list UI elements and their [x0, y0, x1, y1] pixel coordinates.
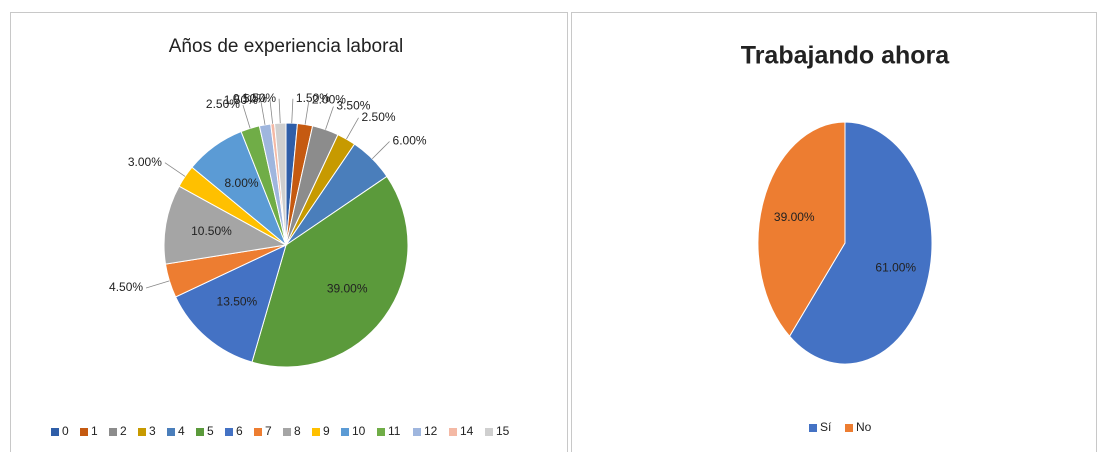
- pie-slice: [788, 121, 933, 365]
- pie-slice: [251, 175, 409, 368]
- legend-swatch: [254, 428, 262, 436]
- legend-swatch: [341, 428, 349, 436]
- legend-label: 2: [120, 424, 127, 438]
- pie-slice: [163, 185, 288, 265]
- leader-line: [371, 141, 390, 160]
- data-label: 3.50%: [336, 99, 370, 113]
- legend-label: 15: [496, 424, 510, 438]
- data-label: 2.50%: [362, 110, 396, 124]
- legend-label: 1: [91, 424, 98, 438]
- data-label: 1.50%: [224, 93, 258, 107]
- legend-label: 0: [62, 424, 69, 438]
- leader-line: [242, 104, 251, 129]
- legend-swatch: [109, 428, 117, 436]
- data-label: 2.50%: [206, 97, 240, 111]
- legend-swatch: [809, 424, 817, 432]
- legend-swatch: [845, 424, 853, 432]
- legend-swatch: [167, 428, 175, 436]
- legend-label: 11: [388, 424, 401, 438]
- legend-label: 12: [424, 424, 438, 438]
- chart-title: Años de experiencia laboral: [169, 36, 404, 57]
- legend-label: 6: [236, 424, 243, 438]
- legend-label: 7: [265, 424, 272, 438]
- data-label: 4.50%: [109, 280, 143, 294]
- legend-swatch: [196, 428, 204, 436]
- leader-line: [346, 117, 359, 140]
- legend-label: 10: [352, 424, 366, 438]
- data-label: 61.00%: [875, 261, 916, 275]
- data-label: 6.00%: [393, 134, 427, 148]
- legend-label: 14: [460, 424, 474, 438]
- leader-line: [304, 100, 310, 125]
- legend-swatch: [449, 428, 457, 436]
- legend-label: No: [856, 420, 872, 434]
- pie-slice: [757, 121, 846, 338]
- legend-swatch: [377, 428, 385, 436]
- legend-swatch: [51, 428, 59, 436]
- data-label: 39.00%: [774, 210, 815, 224]
- pie-slice: [174, 244, 287, 363]
- leader-line: [260, 100, 266, 125]
- legend-swatch: [485, 428, 493, 436]
- data-label: 2.00%: [312, 93, 346, 107]
- legend-label: 4: [178, 424, 185, 438]
- legend-swatch: [225, 428, 233, 436]
- data-label: 1.50%: [296, 91, 330, 105]
- leader-line: [325, 106, 334, 130]
- leader-line: [278, 98, 281, 124]
- leader-line: [164, 162, 186, 177]
- leader-line: [145, 280, 170, 289]
- chart-title: Trabajando ahora: [741, 42, 950, 70]
- legend-label: Sí: [820, 420, 832, 434]
- legend-swatch: [312, 428, 320, 436]
- data-label: 10.50%: [191, 224, 232, 238]
- legend-label: 8: [294, 424, 301, 438]
- leader-line: [269, 99, 274, 124]
- legend-swatch: [413, 428, 421, 436]
- legend-swatch: [138, 428, 146, 436]
- data-label: 8.00%: [225, 176, 259, 190]
- data-label: 1.50%: [242, 91, 276, 105]
- legend-label: 5: [207, 424, 214, 438]
- data-label: 0.50%: [233, 92, 267, 106]
- legend-label: 9: [323, 424, 330, 438]
- data-label: 39.00%: [327, 282, 368, 296]
- legend-label: 3: [149, 424, 156, 438]
- leader-line: [291, 98, 294, 124]
- legend-swatch: [283, 428, 291, 436]
- legend-swatch: [80, 428, 88, 436]
- data-label: 3.00%: [128, 155, 162, 169]
- data-label: 13.50%: [217, 295, 258, 309]
